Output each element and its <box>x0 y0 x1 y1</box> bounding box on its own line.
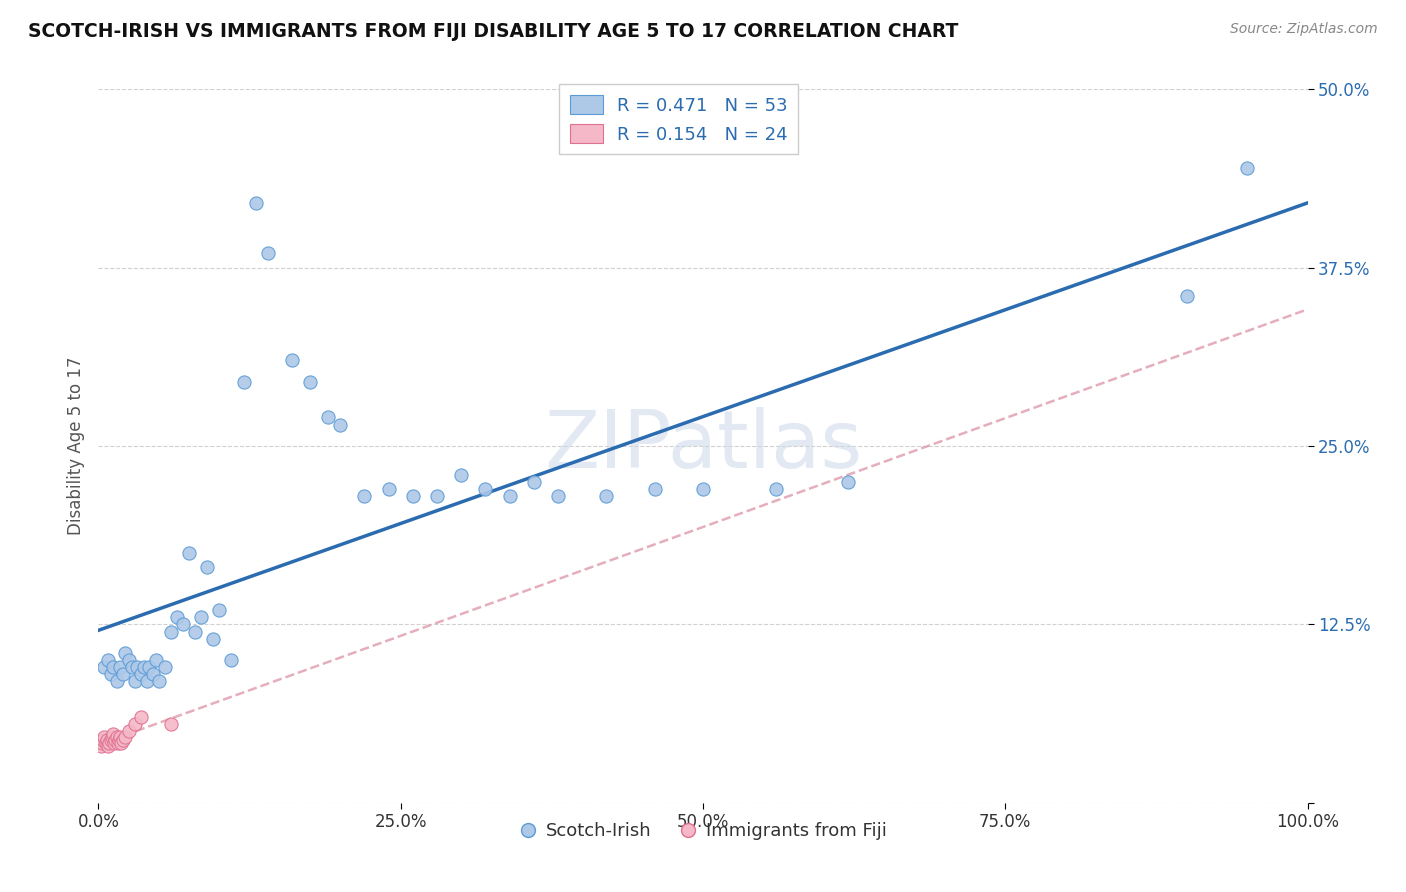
Point <box>221 653 243 667</box>
Point <box>101 727 124 741</box>
Point <box>104 733 127 747</box>
Point <box>124 717 146 731</box>
Point <box>498 489 520 503</box>
Point <box>93 730 115 744</box>
Point <box>138 660 160 674</box>
Point <box>232 375 254 389</box>
Point <box>450 467 472 482</box>
Point <box>135 674 157 689</box>
Point <box>97 653 120 667</box>
Point <box>91 736 114 750</box>
Point <box>100 730 122 744</box>
Point <box>108 660 131 674</box>
Point <box>90 739 112 753</box>
Point <box>184 624 207 639</box>
Text: Source: ZipAtlas.com: Source: ZipAtlas.com <box>1230 22 1378 37</box>
Point <box>105 674 128 689</box>
Point <box>208 603 231 617</box>
Point <box>644 482 666 496</box>
Point <box>179 546 201 560</box>
Point <box>148 674 170 689</box>
Point <box>101 660 124 674</box>
Point <box>474 482 496 496</box>
Point <box>100 733 122 747</box>
Text: SCOTCH-IRISH VS IMMIGRANTS FROM FIJI DISABILITY AGE 5 TO 17 CORRELATION CHART: SCOTCH-IRISH VS IMMIGRANTS FROM FIJI DIS… <box>28 22 959 41</box>
Text: ZIPatlas: ZIPatlas <box>544 407 862 485</box>
Point <box>153 660 176 674</box>
Point <box>377 482 399 496</box>
Point <box>1175 289 1198 303</box>
Y-axis label: Disability Age 5 to 17: Disability Age 5 to 17 <box>66 357 84 535</box>
Point <box>94 736 117 750</box>
Point <box>91 733 114 747</box>
Point <box>316 410 339 425</box>
Point <box>111 733 134 747</box>
Point <box>100 667 122 681</box>
Point <box>105 730 128 744</box>
Point <box>837 475 859 489</box>
Point <box>103 736 125 750</box>
Point <box>523 475 546 489</box>
Point <box>353 489 375 503</box>
Point <box>93 660 115 674</box>
Point <box>145 653 167 667</box>
Point <box>129 667 152 681</box>
Point <box>299 375 322 389</box>
Point <box>114 646 136 660</box>
Point <box>595 489 617 503</box>
Point <box>110 736 132 750</box>
Point <box>202 632 225 646</box>
Point <box>118 653 141 667</box>
Point <box>281 353 304 368</box>
Legend: Scotch-Irish, Immigrants from Fiji: Scotch-Irish, Immigrants from Fiji <box>512 815 894 847</box>
Point <box>190 610 212 624</box>
Point <box>692 482 714 496</box>
Point <box>245 196 267 211</box>
Point <box>124 674 146 689</box>
Point <box>134 660 156 674</box>
Point <box>121 660 143 674</box>
Point <box>256 246 278 260</box>
Point <box>160 717 183 731</box>
Point <box>111 667 134 681</box>
Point <box>107 736 129 750</box>
Point <box>329 417 352 432</box>
Point <box>160 624 183 639</box>
Point <box>127 660 149 674</box>
Point <box>547 489 569 503</box>
Point <box>426 489 449 503</box>
Point <box>195 560 218 574</box>
Point <box>402 489 425 503</box>
Point <box>108 733 131 747</box>
Point <box>1236 161 1258 175</box>
Point <box>765 482 787 496</box>
Point <box>129 710 152 724</box>
Point <box>166 610 188 624</box>
Point <box>96 733 118 747</box>
Point <box>98 736 121 750</box>
Point <box>118 724 141 739</box>
Point <box>114 730 136 744</box>
Point <box>97 739 120 753</box>
Point <box>108 730 131 744</box>
Point <box>172 617 194 632</box>
Point <box>142 667 165 681</box>
